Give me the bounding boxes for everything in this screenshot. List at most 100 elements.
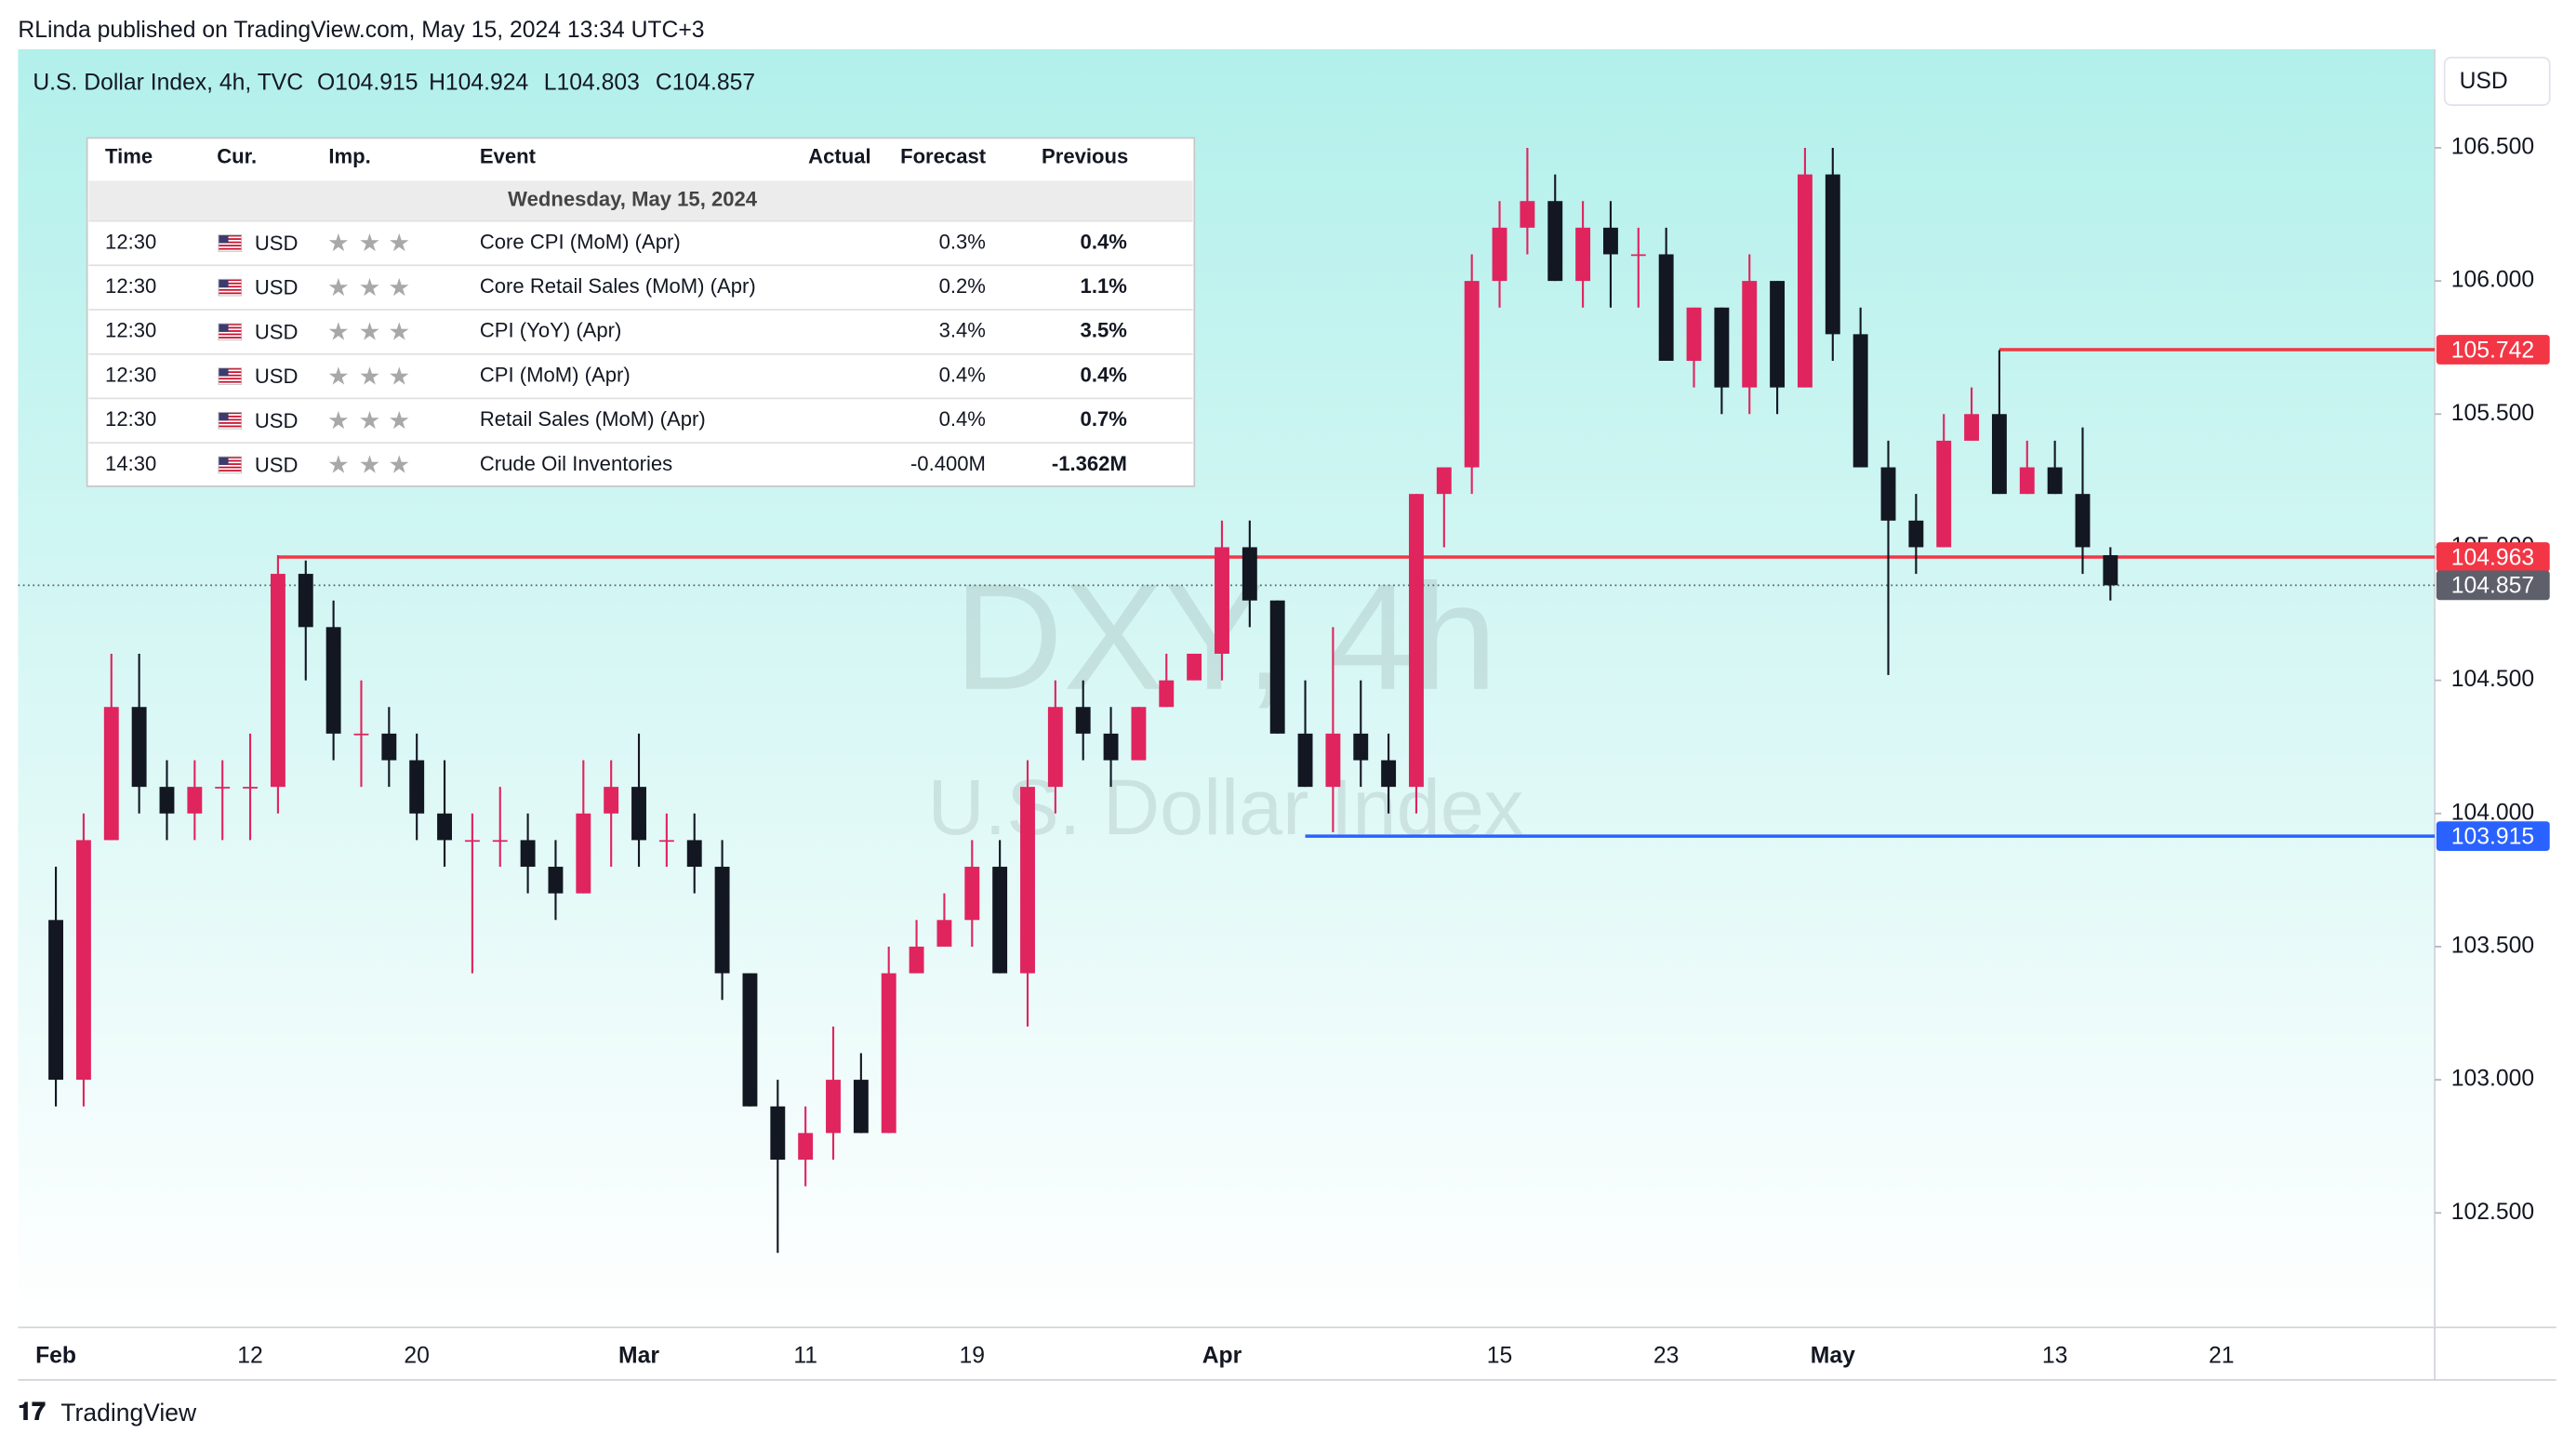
publish-line: RLinda published on TradingView.com, May… (18, 18, 704, 43)
previous-cell: 1.1% (1081, 274, 1128, 298)
column-header: Time (105, 144, 153, 167)
candle-body (1852, 334, 1868, 468)
flag-stripe (218, 247, 242, 250)
importance-star: ★ (388, 229, 410, 257)
candle-body (243, 787, 259, 789)
flag-border (218, 367, 243, 385)
flag-stripe (218, 288, 242, 291)
price-label-box (2436, 821, 2550, 852)
importance-star: ★ (388, 273, 410, 301)
forecast-cell: 0.4% (939, 363, 986, 386)
x-tick-label: 21 (2209, 1344, 2235, 1369)
flag-stripe (218, 234, 242, 237)
legend-open: O104.915 (317, 71, 418, 96)
time-cell: 12:30 (105, 363, 156, 386)
candle-body (1936, 440, 1952, 548)
flag-stripe (218, 371, 242, 374)
flag-stripe (218, 367, 242, 370)
candle-body (826, 1080, 841, 1134)
y-tick-label: 102.500 (2451, 1200, 2534, 1225)
brand-name: TradingView (60, 1399, 197, 1427)
candle-body (548, 867, 564, 894)
event-cell: CPI (YoY) (Apr) (480, 319, 622, 342)
forecast-cell: 0.4% (939, 407, 986, 431)
column-header: Forecast (900, 144, 987, 167)
candle-body (1825, 174, 1840, 335)
candle-body (2019, 467, 2035, 495)
forecast-cell: 0.3% (939, 230, 986, 253)
candle-body (48, 920, 64, 1081)
candle-body (936, 920, 952, 947)
candle-body (631, 787, 646, 841)
currency-button[interactable] (2443, 56, 2551, 106)
flag-canton (218, 279, 229, 288)
candle-body (1325, 733, 1341, 788)
y-tick-label: 104.500 (2451, 667, 2534, 692)
column-header: Imp. (328, 144, 370, 167)
flag-canton (218, 457, 229, 465)
candle-body (1436, 467, 1452, 495)
time-cell: 12:30 (105, 407, 156, 431)
candle-body (1215, 547, 1229, 654)
currency-cell: USD (255, 232, 299, 255)
candle-body (464, 840, 480, 843)
price-label: 103.915 (2451, 824, 2534, 849)
candle-body (75, 840, 91, 1081)
candle-body (1103, 733, 1119, 761)
x-tick-label: 12 (237, 1344, 262, 1369)
candle-body (1159, 680, 1175, 708)
flag-stripe (218, 282, 242, 285)
column-header: Event (480, 144, 537, 167)
importance-star: ★ (327, 318, 350, 346)
us-flag (218, 323, 243, 341)
candle-body (1742, 281, 1758, 388)
flag-stripe (218, 378, 242, 380)
currency-button-label[interactable]: USD (2460, 69, 2508, 94)
flag-stripe (218, 245, 242, 246)
candle-body (131, 707, 147, 788)
candle-body (492, 840, 508, 843)
importance-star: ★ (388, 318, 410, 346)
previous-cell: -1.362M (1052, 452, 1127, 475)
candle-body (1575, 227, 1591, 282)
event-cell: Core CPI (MoM) (Apr) (480, 230, 681, 253)
candle-body (437, 813, 452, 841)
candle-body (1603, 227, 1618, 255)
flag-border (218, 456, 243, 474)
candle-body (1686, 307, 1702, 362)
candle-body (1131, 707, 1147, 761)
flag-stripe (218, 422, 242, 424)
candle-body (1991, 414, 2007, 495)
calendar-table: Wednesday, May 15, 2024 Time Cur. Imp. Even… (86, 137, 1196, 487)
flag-stripe (218, 330, 242, 332)
candle-body (1492, 227, 1507, 282)
candle-body (103, 707, 119, 841)
candle-body (909, 946, 924, 974)
candle-body (298, 574, 313, 628)
candle-body (1797, 174, 1812, 388)
previous-cell: 0.7% (1081, 407, 1128, 431)
us-flag (218, 367, 243, 385)
candle-body (1187, 653, 1202, 681)
event-cell: Core Retail Sales (MoM) (Apr) (480, 274, 756, 298)
candle-body (1353, 733, 1369, 761)
flag-stripe (218, 333, 242, 336)
currency-cell: USD (255, 454, 299, 477)
importance-star: ★ (327, 229, 350, 257)
legend-symbol: U.S. Dollar Index, 4h, TVC (33, 71, 303, 96)
candle-body (1020, 787, 1035, 974)
flag-stripe (218, 324, 242, 325)
flag-stripe (218, 466, 242, 469)
flag-border (218, 323, 243, 341)
candle-body (1630, 254, 1646, 257)
importance-star: ★ (327, 362, 350, 390)
candle-body (215, 787, 231, 789)
candle-body (325, 627, 341, 734)
importance-star: ★ (359, 451, 381, 479)
candle-body (187, 787, 203, 814)
flag-stripe (218, 457, 242, 458)
flag-canton (218, 234, 229, 244)
flag-stripe (218, 238, 242, 240)
